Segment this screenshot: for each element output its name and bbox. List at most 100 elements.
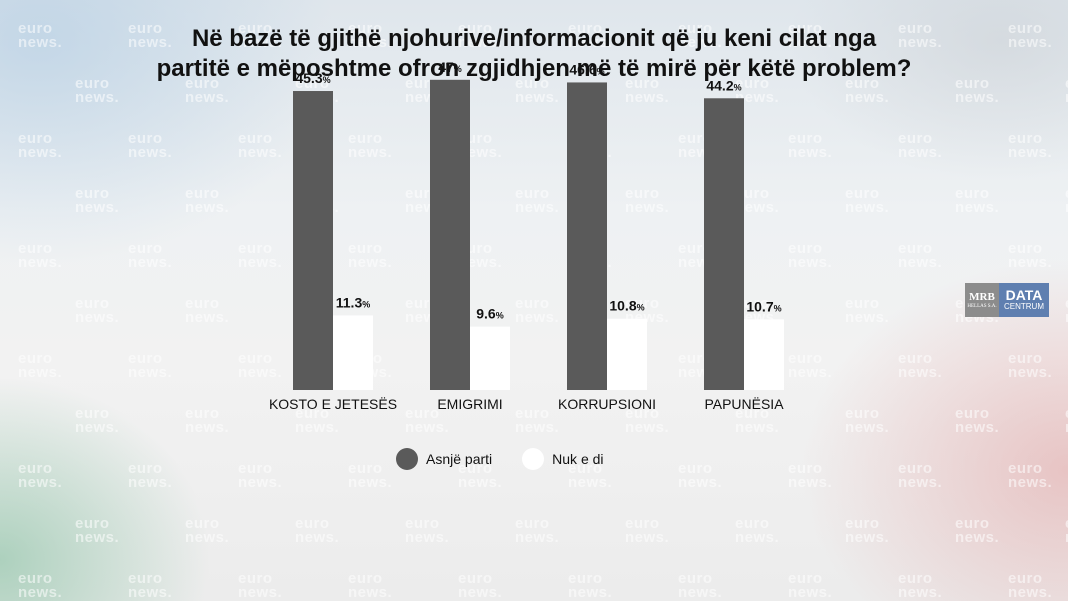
mrb-logo: MRB HELLAS S.A. [965,283,999,317]
category-label: KOSTO E JETESËS [269,396,397,412]
legend: Asnjë parti Nuk e di [396,448,604,470]
category-label: PAPUNËSIA [704,396,784,412]
legend-swatch-nuk-e-di [522,448,545,470]
data-label: 44.2% [706,77,741,93]
mrb-data-centrum-logo: MRB HELLAS S.A. DATA CENTRUM [965,283,1049,317]
category-label: KORRUPSIONI [558,396,656,412]
title-line-1: Në bazë të gjithë njohurive/informacioni… [191,25,877,52]
data-centrum-logo: DATA CENTRUM [999,283,1049,317]
bar-asnje-parti [430,79,470,391]
legend-item-nuk-e-di: Nuk e di [522,448,604,470]
data-label: 10.7% [746,298,781,314]
chart-title: Në bazë të gjithë njohurive/informacioni… [100,24,968,84]
legend-swatch-asnje-parti [396,448,418,470]
legend-item-asnje-parti: Asnjë parti [396,448,492,470]
bar-asnje-parti [704,98,744,390]
mrb-subtext: HELLAS S.A. [967,303,997,309]
bar-nuk-e-di [607,318,647,390]
legend-label-nuk-e-di: Nuk e di [552,451,604,467]
legend-label-asnje-parti: Asnjë parti [426,451,493,467]
data-label: 47% [438,59,462,75]
data-label: 11.3% [336,294,371,310]
title-line-2: partitë e mëposhtme ofron zgjidhjen më t… [156,55,912,82]
bar-nuk-e-di [333,315,373,390]
data-label: 10.8% [609,298,644,314]
data-text: DATA [1005,287,1043,303]
